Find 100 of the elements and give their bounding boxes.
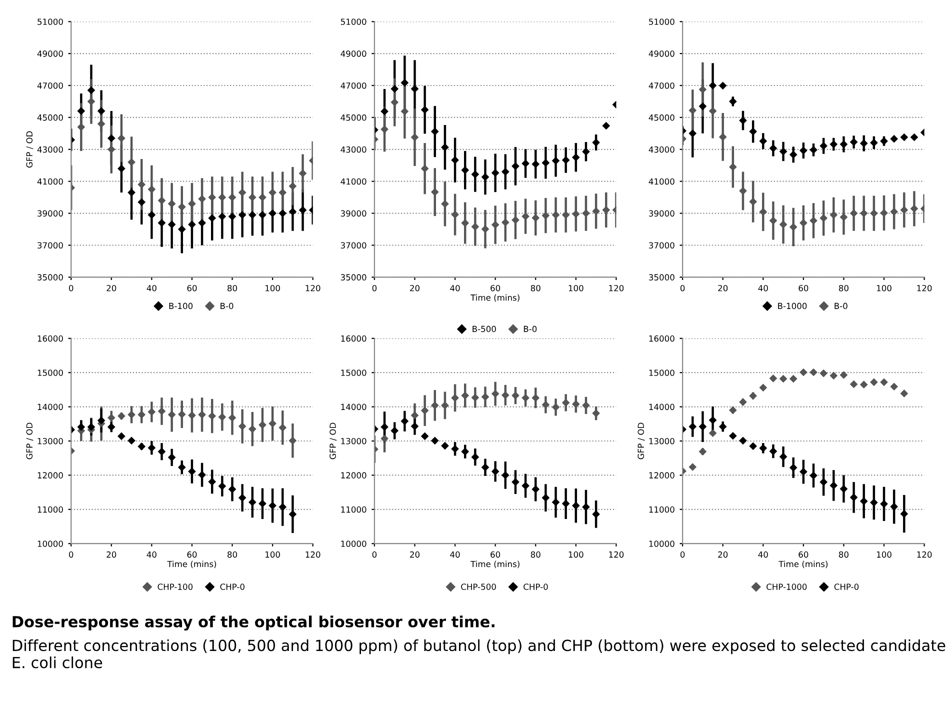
y-tick-label: 35000	[38, 274, 63, 280]
x-tick-label: 40	[758, 284, 768, 292]
x-tick-label: 120	[917, 284, 932, 292]
x-tick-label: 60	[798, 284, 808, 292]
x-tick-label: 100	[266, 284, 280, 292]
x-tick-label: 40	[146, 551, 156, 558]
legend-label: B-100	[169, 302, 193, 310]
y-axis-title: GFP / OD	[26, 422, 34, 460]
x-tick-label: 80	[530, 284, 540, 292]
x-tick-label: 80	[228, 551, 238, 558]
x-axis-title: Time (mins)	[470, 560, 520, 568]
y-tick-label: 49000	[340, 50, 366, 57]
legend-label: CHP-500	[461, 584, 496, 590]
x-tick-label: 60	[187, 284, 197, 292]
x-tick-label: 0	[372, 551, 377, 558]
legend-label: CHP-1000	[766, 584, 807, 590]
y-tick-label: 16000	[649, 335, 674, 342]
y-tick-label: 51000	[649, 18, 674, 25]
y-tick-label: 14000	[649, 404, 674, 410]
y-tick-label: 16000	[38, 335, 63, 342]
x-tick-label: 40	[450, 551, 460, 558]
text: Dose-response assay of the optical biosensor over time.	[12, 616, 494, 631]
y-tick-label: 11000	[38, 506, 63, 513]
y-tick-label: 39000	[340, 210, 366, 217]
y-tick-label: 13000	[38, 438, 63, 444]
legend-label: B-0	[220, 302, 234, 310]
x-tick-label: 100	[876, 551, 892, 558]
x-tick-label: 0	[680, 551, 685, 558]
y-tick-label: 37000	[649, 242, 674, 249]
y-tick-label: 14000	[341, 404, 366, 410]
legend-label: B-0	[524, 326, 537, 332]
y-tick-label: 39000	[38, 210, 63, 217]
y-tick-label: 10000	[38, 540, 63, 547]
y-tick-label: 47000	[340, 82, 366, 89]
x-tick-label: 20	[106, 551, 116, 558]
y-tick-label: 41000	[648, 178, 674, 185]
legend-label: CHP-0	[220, 584, 244, 590]
x-tick-label: 40	[450, 284, 460, 292]
x-tick-label: 100	[568, 551, 584, 558]
x-tick-label: 40	[758, 551, 768, 558]
y-axis-title: GFP / OD	[330, 422, 337, 460]
y-tick-label: 49000	[648, 50, 674, 57]
x-tick-label: 120	[917, 551, 932, 558]
text: Different concentrations (100, 500 and 1000 ppm) of butanol (top) and CHP (bottom) were exposed to selected candidate E. coli clone	[12, 639, 946, 668]
y-tick-label: 12000	[38, 472, 63, 478]
y-tick-label: 41000	[37, 178, 63, 185]
y-tick-label: 13000	[649, 438, 674, 444]
y-tick-label: 47000	[37, 82, 63, 89]
y-tick-label: 43000	[37, 146, 63, 153]
legend-label: CHP-0	[524, 584, 548, 590]
y-axis-title: GFP / OD	[638, 422, 645, 460]
y-tick-label: 37000	[38, 242, 63, 249]
x-tick-label: 120	[609, 284, 624, 292]
x-tick-label: 0	[69, 284, 74, 292]
x-tick-label: 20	[718, 551, 728, 558]
x-tick-label: 120	[306, 284, 320, 292]
y-tick-label: 45000	[340, 114, 366, 121]
y-tick-label: 45000	[37, 114, 63, 121]
legend-label: B-0	[834, 302, 848, 310]
y-tick-label: 15000	[649, 370, 674, 376]
y-tick-label: 45000	[648, 114, 674, 121]
x-tick-label: 80	[530, 551, 540, 558]
x-tick-label: 100	[266, 551, 280, 558]
x-tick-label: 0	[69, 551, 74, 558]
y-tick-label: 51000	[340, 18, 366, 25]
x-tick-label: 120	[609, 551, 624, 558]
x-tick-label: 60	[490, 551, 500, 558]
y-tick-label: 10000	[341, 540, 366, 547]
y-tick-label: 11000	[341, 506, 366, 513]
x-tick-label: 20	[718, 284, 728, 292]
x-tick-label: 20	[106, 284, 116, 292]
x-tick-label: 0	[372, 284, 377, 292]
x-axis-title: Time (mins)	[778, 560, 828, 568]
x-tick-label: 80	[228, 284, 238, 292]
y-tick-label: 10000	[649, 540, 674, 547]
x-tick-label: 20	[410, 284, 420, 292]
x-tick-label: 20	[410, 551, 420, 558]
y-tick-label: 41000	[340, 178, 366, 185]
x-tick-label: 60	[490, 284, 500, 292]
y-tick-label: 43000	[340, 146, 366, 153]
x-axis-title: Time (mins)	[167, 560, 216, 568]
y-axis-title: GFP / OD	[26, 131, 34, 168]
y-tick-label: 51000	[38, 18, 63, 25]
x-tick-label: 0	[680, 284, 685, 292]
x-tick-label: 60	[798, 551, 808, 558]
x-tick-label: 100	[876, 284, 892, 292]
y-tick-label: 12000	[649, 472, 674, 478]
y-tick-label: 16000	[341, 335, 366, 342]
y-tick-label: 12000	[341, 472, 366, 478]
x-tick-label: 60	[187, 551, 197, 558]
x-tick-label: 100	[568, 284, 584, 292]
y-tick-label: 37000	[340, 242, 366, 249]
y-tick-label: 13000	[341, 438, 366, 444]
legend-label: CHP-0	[834, 584, 859, 590]
y-tick-label: 15000	[38, 370, 63, 376]
y-tick-label: 35000	[649, 274, 674, 280]
x-tick-label: 40	[146, 284, 156, 292]
x-axis-title: Time (mins)	[470, 294, 520, 302]
x-tick-label: 80	[838, 551, 848, 558]
legend-label: B-500	[472, 326, 496, 332]
